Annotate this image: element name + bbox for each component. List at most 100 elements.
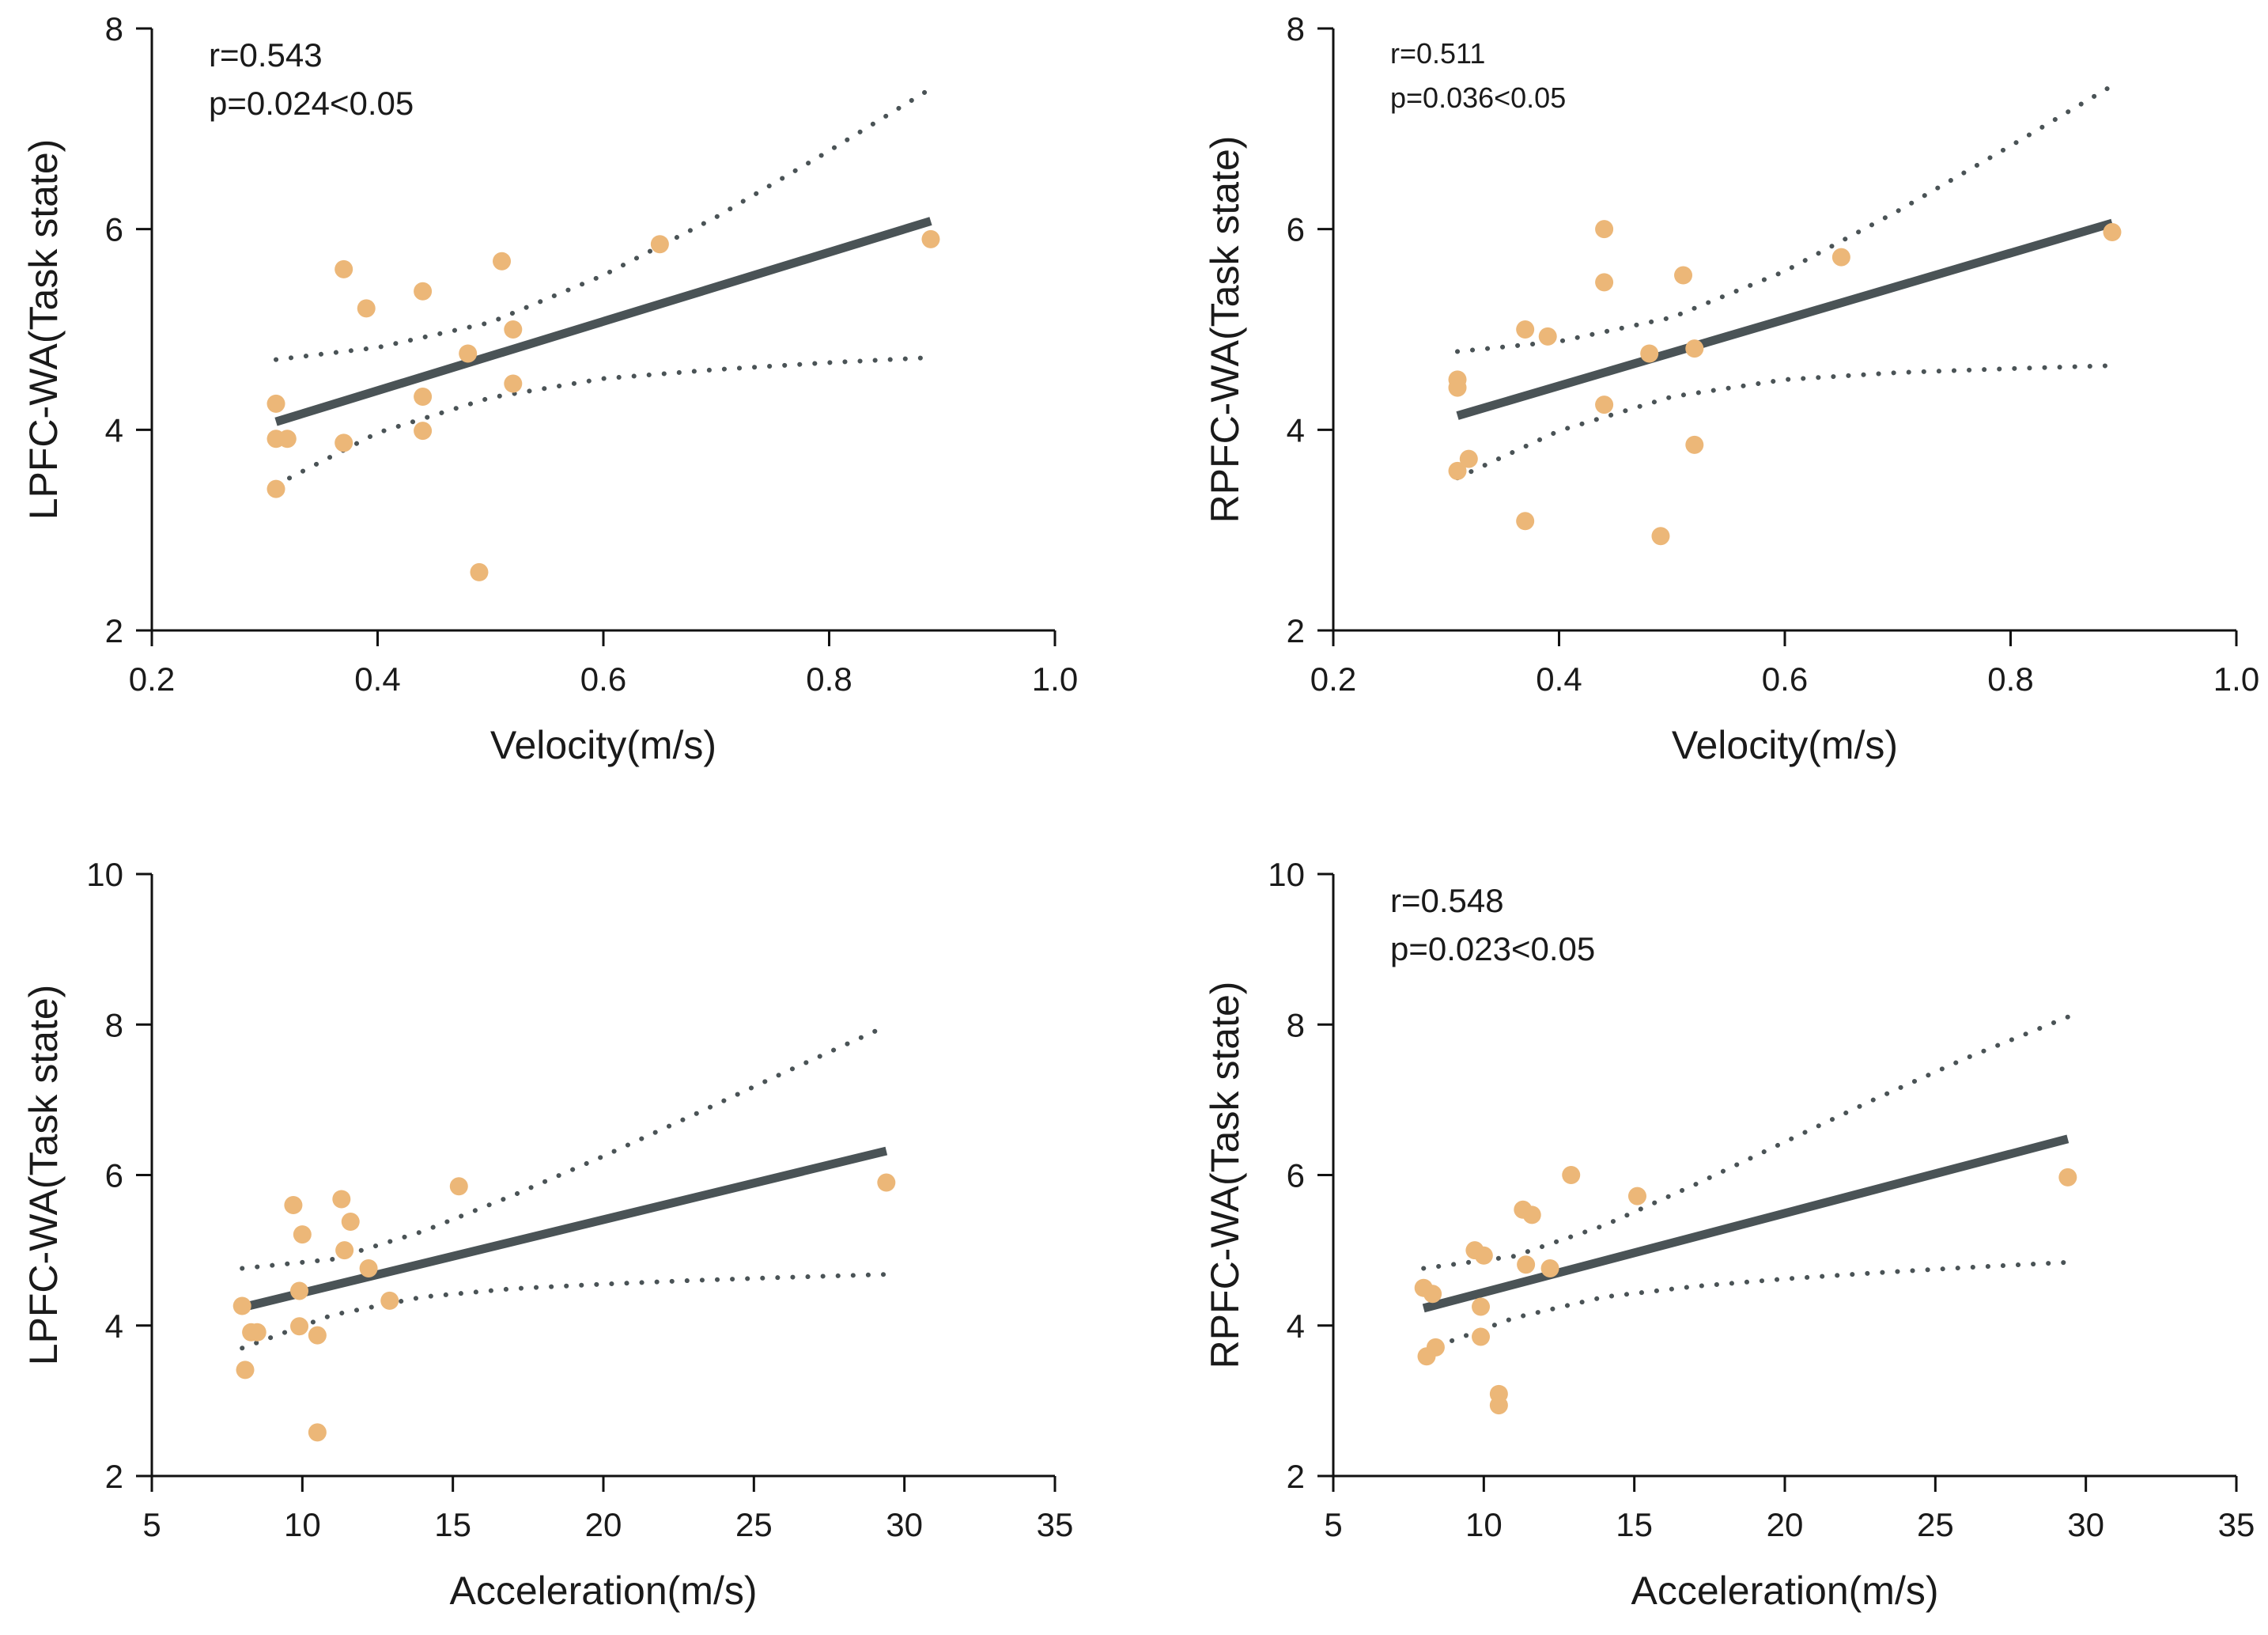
data-point <box>504 320 523 339</box>
x-tick-label: 15 <box>1616 1506 1653 1543</box>
data-point <box>335 1241 354 1260</box>
data-point <box>1516 512 1535 531</box>
data-point <box>1448 461 1467 480</box>
x-tick-label: 0.6 <box>1762 660 1808 698</box>
data-point <box>877 1173 896 1192</box>
data-point <box>1472 1297 1491 1316</box>
x-tick-label: 15 <box>434 1506 471 1543</box>
x-tick-label: 20 <box>585 1506 622 1543</box>
y-tick-label: 10 <box>86 856 123 893</box>
y-tick-label: 4 <box>1287 411 1305 448</box>
data-point <box>1685 339 1704 358</box>
x-tick-label: 30 <box>2067 1506 2104 1543</box>
data-point <box>1489 1396 1508 1415</box>
x-tick-label: 10 <box>284 1506 321 1543</box>
x-axis-title: Velocity(m/s) <box>490 723 716 767</box>
y-axis-title: RPFC-WA(Task state) <box>1203 982 1247 1369</box>
y-tick-label: 2 <box>105 1458 123 1495</box>
data-point <box>232 1296 251 1315</box>
data-point <box>1426 1338 1445 1357</box>
correlation-label: r=0.543 <box>209 36 323 74</box>
data-point <box>1517 1255 1536 1274</box>
y-tick-label: 6 <box>1287 1157 1305 1194</box>
data-point <box>470 562 489 581</box>
x-tick-label: 0.2 <box>129 660 175 698</box>
x-tick-label: 0.4 <box>354 660 400 698</box>
x-tick-label: 0.4 <box>1536 660 1582 698</box>
ci-lower-line <box>274 355 933 488</box>
y-tick-label: 4 <box>105 1308 123 1345</box>
data-point <box>414 282 433 301</box>
data-point <box>921 229 940 248</box>
data-point <box>335 259 353 278</box>
correlation-label: r=0.548 <box>1390 882 1504 919</box>
data-point <box>1640 344 1659 363</box>
data-point <box>266 479 285 498</box>
data-point <box>1474 1246 1493 1265</box>
x-tick-label: 20 <box>1767 1506 1804 1543</box>
data-point <box>290 1281 309 1300</box>
data-point <box>248 1323 266 1342</box>
y-axis-title: RPFC-WA(Task state) <box>1203 136 1247 524</box>
data-point <box>1674 266 1693 285</box>
data-point <box>1522 1205 1541 1224</box>
regression-line <box>274 217 932 426</box>
data-point <box>359 1258 378 1277</box>
panel-rpfc-velocity: 0.2 0.4 0.6 0.8 1.0 2 4 6 8 Velocity(m/s) RPFC-WA(… <box>1203 10 2259 767</box>
data-point <box>1472 1327 1491 1346</box>
data-point <box>290 1317 309 1336</box>
regression-line <box>240 1146 888 1312</box>
data-point <box>1651 527 1670 546</box>
x-tick-label: 5 <box>1324 1506 1342 1543</box>
y-axis-title: LPFC-WA(Task state) <box>21 985 66 1366</box>
y-tick-label: 4 <box>105 411 123 448</box>
panel-lpfc-velocity: 0.2 0.4 0.6 0.8 1.0 2 4 6 8 Velocity(m/s) LPFC-WA(… <box>21 10 1078 767</box>
y-tick-label: 2 <box>1287 1458 1305 1495</box>
data-point <box>1540 1258 1559 1277</box>
x-tick-label: 0.6 <box>580 660 626 698</box>
x-axis-title: Velocity(m/s) <box>1672 723 1898 767</box>
regression-line <box>1422 1134 2070 1313</box>
y-tick-label: 2 <box>1287 612 1305 649</box>
data-point <box>2058 1168 2077 1187</box>
data-point <box>1595 273 1614 292</box>
x-tick-label: 35 <box>2218 1506 2255 1543</box>
y-tick-label: 6 <box>1287 211 1305 248</box>
p-value-label: p=0.036<0.05 <box>1390 81 1566 114</box>
x-axis-title: Acceleration(m/s) <box>450 1569 758 1613</box>
x-tick-label: 30 <box>886 1506 923 1543</box>
data-point <box>1538 327 1557 346</box>
data-point <box>414 387 433 406</box>
data-point <box>1685 435 1704 454</box>
x-tick-label: 0.2 <box>1310 660 1356 698</box>
data-point <box>284 1196 303 1215</box>
y-tick-label: 8 <box>1287 1006 1305 1043</box>
p-value-label: p=0.023<0.05 <box>1390 930 1595 967</box>
data-point <box>380 1291 399 1310</box>
data-point <box>1831 248 1850 267</box>
data-point <box>414 422 433 441</box>
data-point <box>335 433 353 452</box>
y-tick-label: 6 <box>105 211 123 248</box>
ci-upper-line <box>1455 83 2115 354</box>
data-point <box>293 1225 312 1244</box>
data-point <box>2103 222 2122 241</box>
data-point <box>1595 396 1614 414</box>
x-tick-label: 1.0 <box>1032 660 1078 698</box>
y-axis-title: LPFC-WA(Task state) <box>21 139 66 520</box>
data-point <box>459 344 478 363</box>
data-point <box>1423 1285 1442 1304</box>
x-tick-label: 0.8 <box>806 660 852 698</box>
y-tick-label: 10 <box>1268 856 1305 893</box>
y-tick-label: 8 <box>105 10 123 47</box>
panel-rpfc-acceleration: 5 10 15 20 25 30 35 2 4 6 8 10 Acceleration(m/s) RPFC… <box>1203 856 2255 1613</box>
y-tick-label: 4 <box>1287 1308 1305 1345</box>
x-tick-label: 1.0 <box>2213 660 2259 698</box>
x-tick-label: 25 <box>735 1506 773 1543</box>
data-point <box>278 430 297 448</box>
ci-upper-line <box>1421 1014 2070 1271</box>
data-point <box>1516 320 1535 339</box>
data-point <box>1448 378 1467 397</box>
data-point <box>493 252 512 271</box>
data-point <box>341 1212 360 1231</box>
